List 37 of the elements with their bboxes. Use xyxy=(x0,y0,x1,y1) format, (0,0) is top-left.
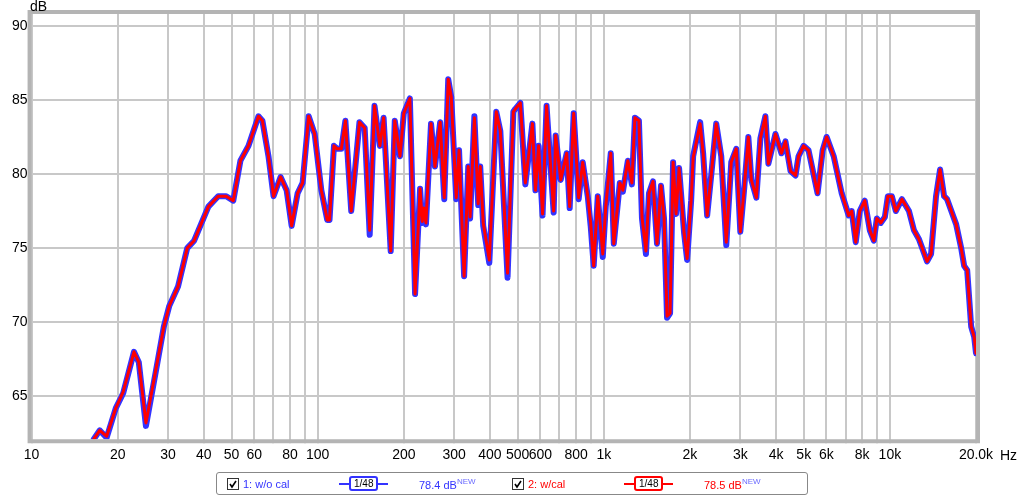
text: 78.5 dB$^{NEW}$ xyxy=(704,476,761,491)
x-tick-label: 30 xyxy=(160,446,177,463)
x-tick-label: 200 xyxy=(392,446,416,463)
text: 1/48 xyxy=(634,476,664,491)
y-tick-label: 70 xyxy=(11,313,28,330)
x-tick-label: 6k xyxy=(819,446,835,463)
x-tick-label: 600 xyxy=(528,446,553,463)
x-tick-label: 2k xyxy=(682,446,699,463)
x-tick-label: 50 xyxy=(223,446,240,463)
x-tick-label: 500 xyxy=(505,446,530,463)
x-tick-label: 300 xyxy=(442,446,467,463)
x-tick-label: 60 xyxy=(246,446,263,463)
y-tick-label: 65 xyxy=(11,387,28,404)
x-tick-label: 40 xyxy=(196,446,212,463)
x-tick-label: 20 xyxy=(109,446,126,463)
y-tick-label: 75 xyxy=(11,238,28,255)
x-tick-label: 20.0k xyxy=(958,446,995,463)
x-tick-label: 1k xyxy=(596,446,613,463)
x-tick-label: 400 xyxy=(478,446,502,463)
y-tick-label: 80 xyxy=(11,164,28,181)
text: 1/48 xyxy=(349,476,379,491)
x-axis-title: Hz xyxy=(1000,447,1018,464)
text: 2: w/cal xyxy=(528,477,567,490)
x-tick-label: 10 xyxy=(23,446,40,463)
text: 78.4 dB$^{NEW}$ xyxy=(419,476,476,491)
x-tick-label: 800 xyxy=(564,446,588,463)
x-tick-label: 5k xyxy=(796,446,813,463)
x-tick-label: 100 xyxy=(305,446,330,463)
y-axis-title: dB xyxy=(30,0,48,14)
y-tick-label: 90 xyxy=(11,16,28,33)
x-tick-label: 4k xyxy=(768,446,785,463)
x-tick-label: 10k xyxy=(878,446,903,463)
x-tick-label: 8k xyxy=(854,446,871,463)
text: 1: w/o cal xyxy=(243,477,291,490)
x-tick-label: 3k xyxy=(732,446,749,463)
x-tick-label: 80 xyxy=(282,446,298,463)
y-tick-label: 85 xyxy=(11,90,28,107)
